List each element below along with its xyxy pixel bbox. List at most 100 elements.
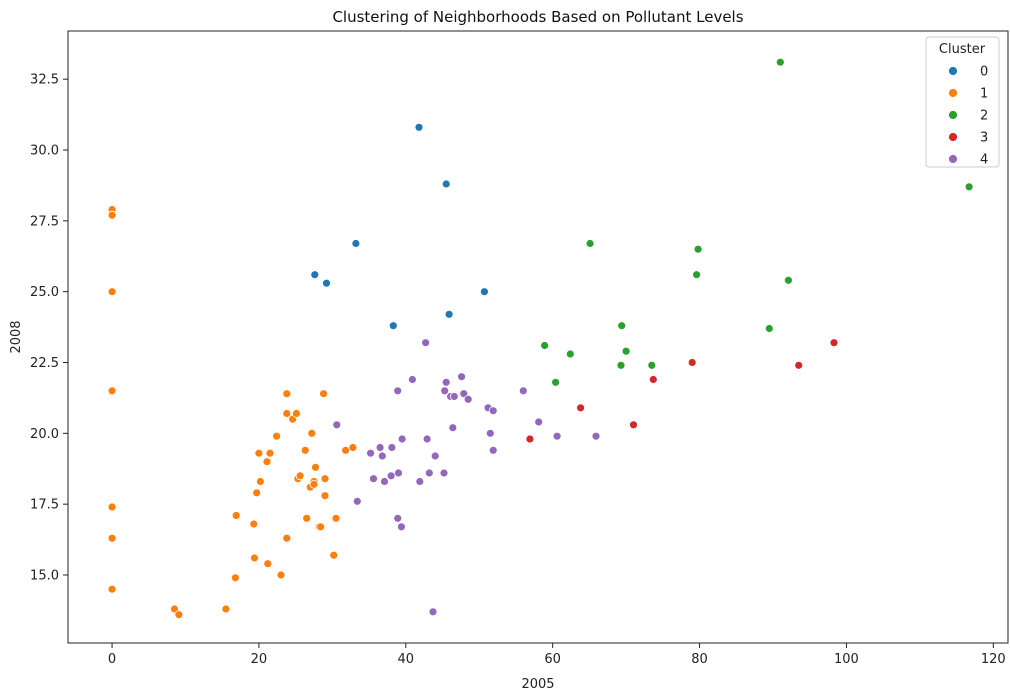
legend-item-4: 4 [948, 153, 988, 168]
y-tick-label: 27.5 [30, 214, 59, 229]
data-point [311, 462, 320, 472]
data-point [387, 443, 397, 452]
legend-item-3: 3 [948, 131, 988, 146]
data-point [424, 468, 434, 478]
data-point [282, 533, 292, 543]
data-point [617, 321, 627, 331]
data-point [518, 386, 528, 396]
y-tick-label: 32.5 [30, 73, 59, 88]
data-point [448, 423, 458, 433]
series-cluster-1 [107, 205, 358, 620]
legend-label: 4 [980, 153, 988, 168]
data-point [784, 275, 793, 285]
data-point [329, 550, 339, 560]
legend-marker [948, 88, 958, 98]
data-point [291, 409, 301, 418]
series-cluster-0 [310, 122, 489, 331]
y-axis-label: 2008 [9, 320, 24, 353]
data-point [621, 346, 631, 356]
y-tick-label: 25.0 [30, 285, 59, 300]
data-point [174, 610, 184, 620]
data-point [262, 457, 272, 467]
data-point [829, 338, 839, 348]
data-point [764, 324, 774, 333]
data-point [295, 471, 305, 481]
legend-marker [948, 154, 958, 164]
data-point [441, 377, 451, 387]
data-point [107, 386, 117, 396]
data-point [440, 386, 450, 396]
y-axis: 15.0 17.5 20.0 22.5 25.0 27.5 30.0 32.5 [30, 73, 68, 584]
y-tick-label: 20.0 [30, 427, 59, 442]
data-point [396, 522, 406, 532]
data-point [693, 244, 703, 254]
data-point [316, 522, 326, 532]
series-cluster-4 [332, 338, 601, 617]
data-point [107, 210, 117, 220]
data-point [794, 360, 804, 370]
data-point [341, 445, 351, 455]
data-point [369, 474, 378, 484]
x-axis: 0 20 40 60 80 100 120 [108, 643, 1006, 667]
legend-marker [948, 66, 958, 76]
x-tick-label: 80 [691, 652, 708, 667]
data-point [331, 513, 341, 523]
data-point [307, 428, 317, 438]
data-point [428, 607, 438, 617]
legend-box [925, 36, 1000, 168]
data-point [250, 553, 259, 563]
y-tick-label: 15.0 [30, 569, 59, 584]
data-point [107, 584, 117, 594]
y-tick-label: 30.0 [30, 144, 59, 159]
data-point [386, 471, 396, 481]
data-point [272, 431, 282, 441]
data-point [441, 179, 451, 189]
data-point [282, 389, 292, 399]
plot-frame [67, 30, 1009, 644]
data-point [648, 375, 658, 384]
data-point [576, 403, 585, 413]
data-point [322, 278, 331, 288]
x-tick-label: 20 [251, 652, 268, 667]
x-axis-label: 2005 [521, 677, 554, 692]
data-point [310, 270, 320, 280]
data-point [444, 309, 454, 319]
data-point [463, 394, 473, 404]
legend-item-2: 2 [948, 109, 988, 124]
data-point [221, 604, 231, 614]
legend-title: Cluster [939, 42, 986, 57]
data-point [488, 406, 498, 416]
data-point [414, 122, 424, 132]
legend-label: 2 [980, 109, 988, 124]
data-point [255, 477, 265, 486]
data-point [375, 443, 385, 452]
data-point [380, 477, 389, 486]
data-point [348, 443, 358, 452]
data-point [263, 559, 273, 569]
data-point [551, 377, 560, 387]
x-tick-label: 0 [108, 652, 116, 667]
data-point [415, 477, 425, 486]
data-point [585, 239, 595, 248]
data-point [309, 479, 319, 489]
data-point [687, 358, 697, 367]
data-point [265, 448, 275, 458]
data-point [540, 341, 549, 350]
data-point [276, 570, 286, 580]
data-point [282, 409, 292, 418]
data-point [107, 502, 117, 512]
data-point [692, 270, 701, 280]
data-point [775, 57, 785, 67]
data-point [421, 338, 431, 348]
data-point [485, 428, 495, 438]
data-point [388, 321, 398, 331]
data-point [332, 420, 342, 430]
data-point [107, 287, 117, 297]
data-point [352, 496, 362, 506]
chart-title: Clustering of Neighborhoods Based on Pol… [332, 8, 743, 26]
data-point [393, 386, 403, 396]
data-point [319, 389, 329, 399]
y-tick-label: 17.5 [30, 498, 59, 513]
